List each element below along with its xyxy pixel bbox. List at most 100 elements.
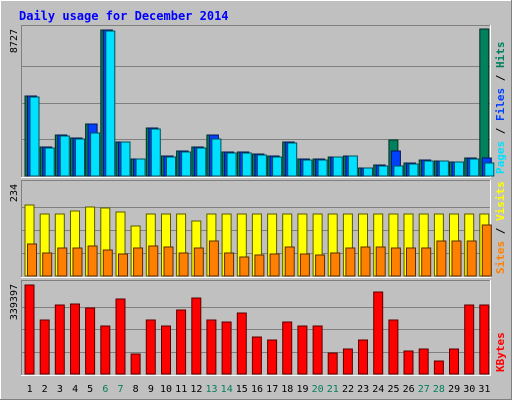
bar-pages-day-10 [166, 156, 176, 177]
day-label-29: 29 [448, 384, 460, 395]
bar-sites-day-9 [148, 245, 159, 277]
panel-kbytes: 339397 KBytes [9, 280, 507, 376]
bar-kbytes-day-22 [342, 348, 353, 375]
bar-sites-day-15 [239, 256, 250, 277]
day-label-14: 14 [221, 384, 233, 395]
day-label-2: 2 [42, 384, 48, 395]
series-kbytes [24, 284, 490, 375]
bar-sites-day-14 [224, 252, 235, 277]
bar-kbytes-day-14 [221, 321, 232, 375]
day-label-19: 19 [296, 384, 308, 395]
bar-kbytes-day-7 [115, 298, 126, 375]
day-label-9: 9 [148, 384, 154, 395]
bar-sites-day-8 [133, 247, 144, 277]
panel-max-label: 234 [9, 184, 20, 202]
bar-sites-day-26 [406, 247, 416, 277]
legend-separator: / [494, 121, 507, 141]
bar-kbytes-day-3 [54, 304, 65, 375]
bar-pages-day-8 [135, 158, 146, 177]
bar-pages-day-19 [302, 159, 313, 177]
bar-pages-day-25 [393, 165, 404, 177]
bar-kbytes-day-18 [282, 321, 293, 375]
bar-pages-day-14 [226, 152, 237, 177]
bar-sites-day-27 [421, 247, 432, 277]
bar-sites-day-5 [87, 245, 98, 277]
bar-kbytes-day-27 [418, 348, 429, 375]
bar-kbytes-day-13 [206, 319, 217, 375]
bar-kbytes-day-28 [433, 360, 444, 375]
bar-sites-day-3 [57, 247, 68, 277]
legend-item-files: Files [494, 88, 507, 121]
bar-sites-day-25 [390, 247, 401, 277]
bar-sites-day-24 [375, 246, 386, 277]
bar-kbytes-day-29 [449, 348, 459, 375]
bar-pages-day-17 [272, 156, 283, 177]
panel-hits-files-pages: 8727 Pages / Files / Hits [9, 25, 507, 178]
day-label-11: 11 [175, 384, 187, 395]
day-label-13: 13 [205, 384, 217, 395]
chart-title: Daily usage for December 2014 [19, 9, 229, 23]
bar-kbytes-day-10 [161, 325, 171, 375]
bar-kbytes-day-12 [191, 297, 202, 375]
bar-sites-day-19 [299, 253, 310, 277]
panels-layer: 8727 Pages / Files / Hits 234 Sites / Visit… [9, 25, 507, 376]
day-label-24: 24 [372, 384, 384, 395]
bar-sites-day-11 [178, 252, 189, 277]
day-label-21: 21 [327, 384, 339, 395]
legend-item-sites: Sites [494, 241, 507, 274]
bar-pages-day-12 [196, 147, 207, 177]
panel-legend: Pages / Files / Hits [494, 42, 507, 175]
bar-pages-day-1 [29, 96, 40, 177]
bar-sites-day-28 [436, 240, 447, 277]
day-label-12: 12 [190, 384, 202, 395]
bar-pages-day-29 [454, 161, 464, 177]
day-label-6: 6 [102, 384, 108, 395]
day-labels-layer: 1 2 3 4 5 6 7 8 9 10 11 12 13 14 15 16 17 18 19 20 21 22 23 24 2… [27, 384, 491, 395]
legend-item-visits: Visits [494, 181, 507, 221]
bar-kbytes-day-1 [24, 284, 35, 375]
bar-pages-day-5 [90, 132, 101, 177]
bar-pages-day-7 [120, 141, 131, 177]
bar-pages-day-11 [181, 151, 192, 177]
bar-pages-day-21 [332, 156, 343, 177]
bar-sites-day-7 [118, 253, 128, 277]
bar-pages-day-2 [44, 147, 55, 177]
day-label-15: 15 [236, 384, 248, 395]
bar-pages-day-16 [256, 154, 267, 177]
bar-kbytes-day-24 [373, 291, 384, 375]
bar-sites-day-17 [269, 253, 280, 277]
series-pages [29, 30, 495, 177]
bar-hits-day-31 [479, 28, 490, 177]
bar-sites-day-29 [451, 240, 462, 277]
day-label-26: 26 [403, 384, 415, 395]
day-label-7: 7 [117, 384, 123, 395]
day-label-22: 22 [342, 384, 354, 395]
bar-pages-day-26 [408, 163, 419, 177]
legend-separator: / [494, 68, 507, 88]
bar-kbytes-day-19 [297, 325, 308, 375]
bar-pages-day-23 [363, 167, 373, 177]
bar-pages-day-24 [378, 165, 389, 177]
legend-item-hits: Hits [494, 42, 507, 69]
day-label-30: 30 [463, 384, 475, 395]
bar-sites-day-1 [27, 243, 37, 277]
day-label-18: 18 [281, 384, 293, 395]
bar-pages-day-27 [423, 160, 434, 177]
bar-sites-day-20 [315, 254, 326, 277]
bar-pages-day-15 [241, 152, 252, 177]
day-label-5: 5 [87, 384, 93, 395]
bar-sites-day-10 [163, 246, 174, 277]
bar-sites-day-12 [193, 247, 204, 277]
day-label-23: 23 [357, 384, 369, 395]
bar-kbytes-day-17 [267, 339, 278, 375]
bar-pages-day-20 [317, 159, 328, 177]
day-label-28: 28 [433, 384, 445, 395]
panel-legend: KBytes [494, 332, 507, 372]
bar-pages-day-18 [287, 142, 298, 177]
day-label-3: 3 [57, 384, 63, 395]
bar-sites-day-23 [360, 246, 371, 277]
bar-kbytes-day-25 [388, 319, 399, 375]
bar-sites-day-30 [466, 240, 477, 277]
bar-pages-day-28 [438, 160, 449, 177]
panel-max-label: 339397 [9, 284, 20, 320]
